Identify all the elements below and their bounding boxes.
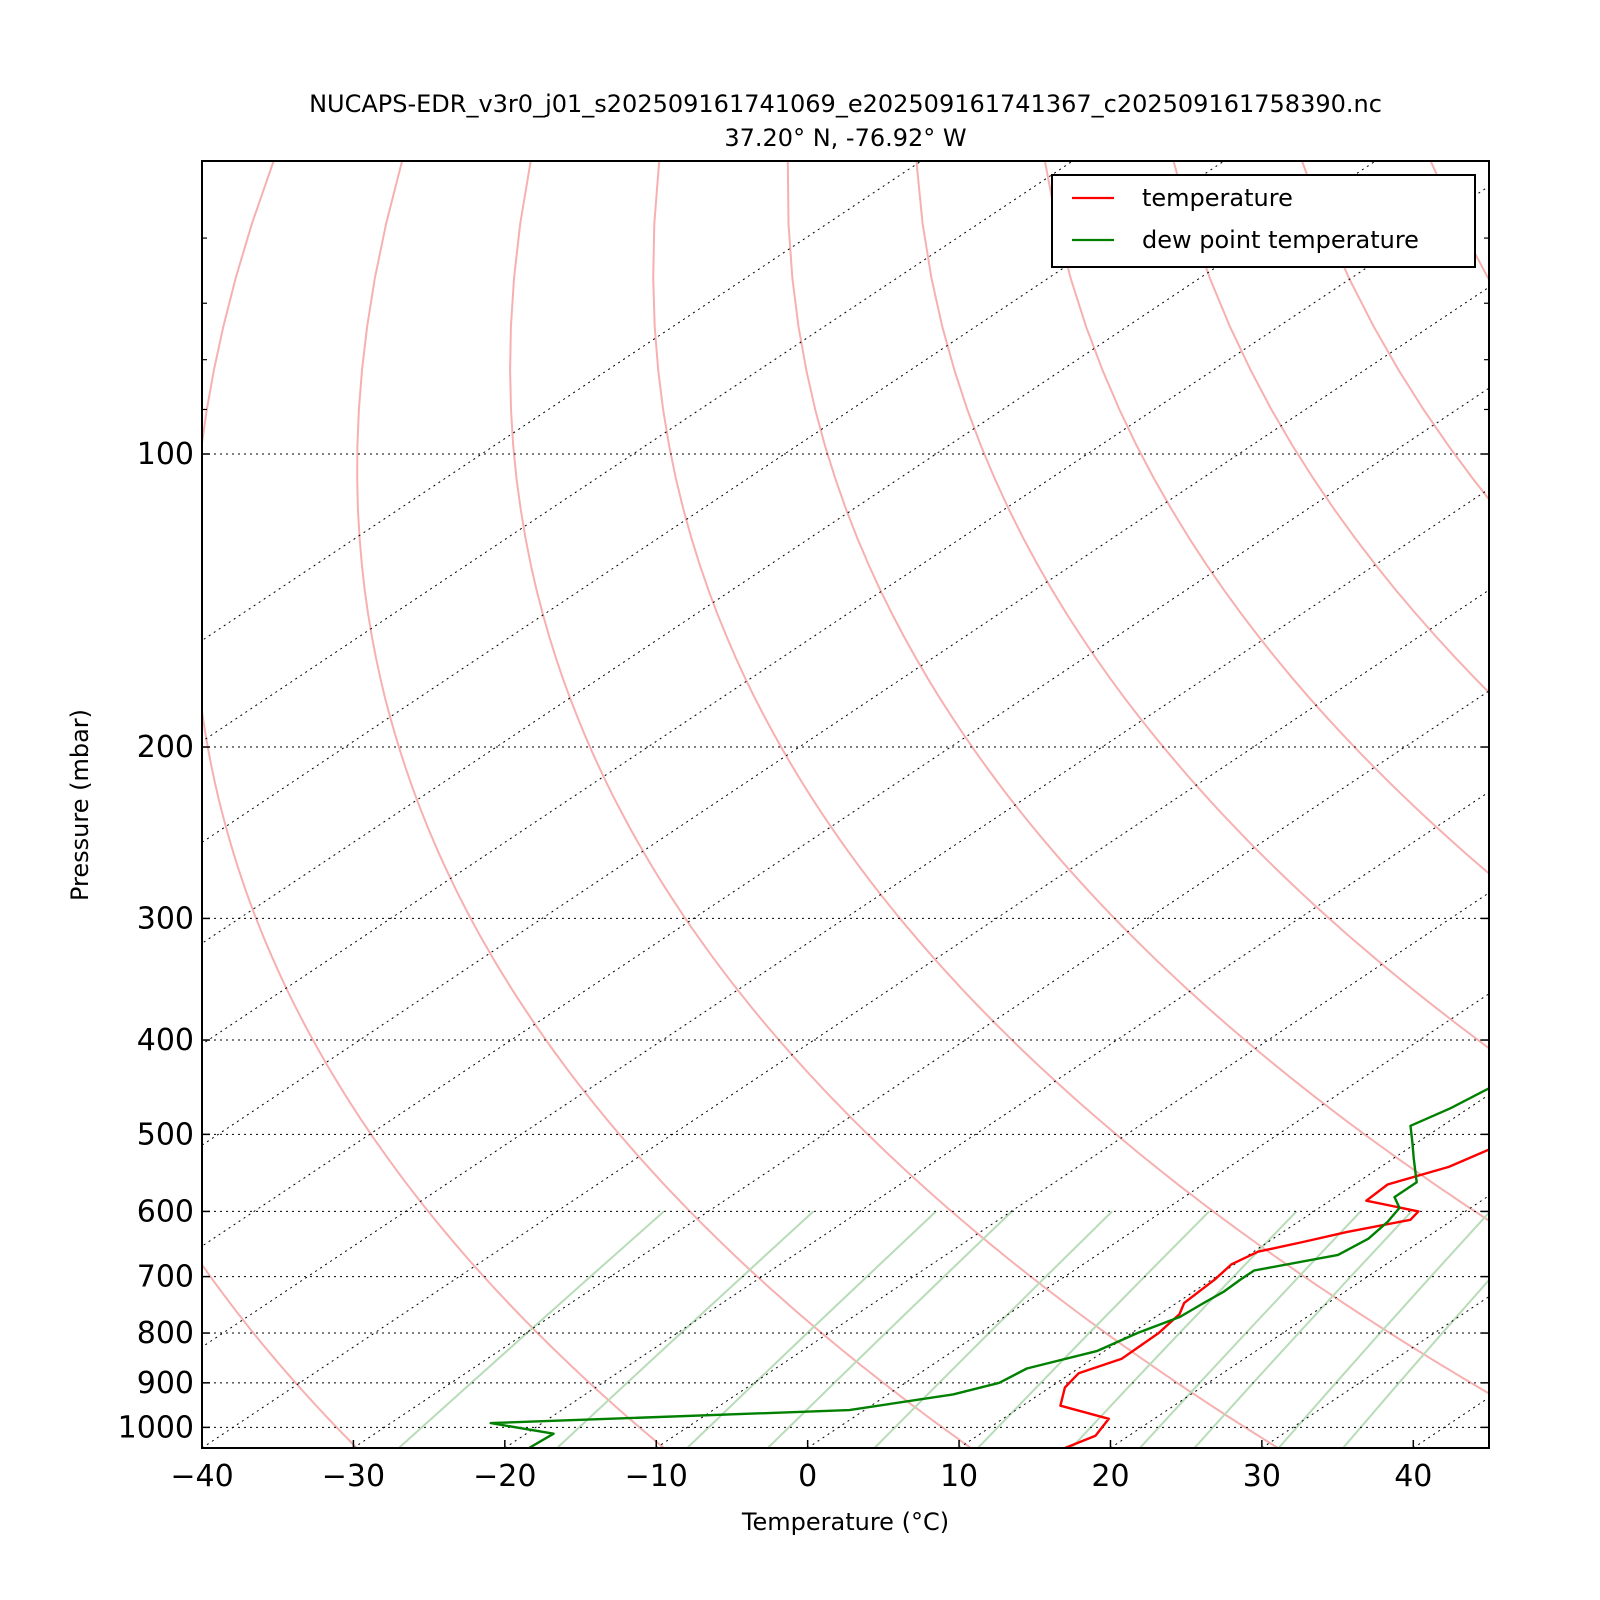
isotherm-gridline	[202, 161, 922, 642]
mixing-ratio-line	[977, 1210, 1210, 1448]
mixing-ratio-line	[767, 1210, 1013, 1448]
chart-title: NUCAPS-EDR_v3r0_j01_s202509161741069_e20…	[309, 90, 1382, 118]
y-axis-label: Pressure (mbar)	[66, 709, 94, 901]
isotherm-gridline	[1413, 1396, 1489, 1448]
isotherm-gridline	[1565, 161, 1600, 1448]
x-tick-label: −20	[473, 1459, 536, 1494]
y-tick-label: 600	[137, 1194, 194, 1229]
y-tick-label: 700	[137, 1260, 194, 1295]
dry-adiabat	[1172, 161, 1489, 695]
dry-adiabat	[915, 161, 1489, 1050]
x-tick-label: −30	[322, 1459, 385, 1494]
plot-area	[0, 161, 1600, 1448]
dry-adiabat	[1559, 161, 1600, 1448]
series-lines	[489, 1086, 1489, 1448]
isotherm-gridline	[202, 161, 1376, 944]
dry-adiabat	[356, 161, 972, 1448]
y-axis-ticks: 100 200 300 400 500 600 700 800 900 1000	[118, 237, 1489, 1445]
y-tick-label: 100	[137, 437, 194, 472]
x-axis-ticks: −40 −30 −20 −10 0 10 20 30 40	[170, 1440, 1432, 1494]
isotherm-gridline	[202, 185, 1489, 1045]
x-tick-label: 30	[1243, 1459, 1281, 1494]
dry-adiabats	[0, 161, 1600, 1448]
x-tick-label: 20	[1091, 1459, 1129, 1494]
mixing-ratio-line	[1342, 1278, 1489, 1448]
x-tick-label: −10	[625, 1459, 688, 1494]
chart-subtitle: 37.20° N, -76.92° W	[724, 124, 966, 152]
isotherm-gridline	[958, 1094, 1489, 1448]
y-tick-label: 200	[137, 730, 194, 765]
isotherm-gridline	[1261, 1295, 1489, 1448]
plot-frame	[201, 160, 1490, 1449]
y-tick-label: 800	[137, 1316, 194, 1351]
mixing-ratio-line	[686, 1210, 937, 1448]
mixing-ratio-line	[1193, 1210, 1413, 1448]
legend-label-dewpoint: dew point temperature	[1142, 226, 1419, 254]
isotherm-gridline	[202, 161, 1225, 843]
x-axis-label: Temperature (°C)	[741, 1508, 949, 1536]
isotherm-gridline	[655, 892, 1489, 1448]
isotherm-gridline	[807, 993, 1489, 1448]
isotherm-grid	[202, 161, 1600, 1448]
legend-label-temperature: temperature	[1142, 184, 1293, 212]
isotherm-gridline	[504, 791, 1489, 1448]
dry-adiabat	[786, 161, 1489, 1222]
isotherm-gridline	[202, 161, 1073, 743]
x-tick-label: 40	[1394, 1459, 1432, 1494]
dry-adiabat	[1429, 161, 1489, 282]
y-tick-label: 300	[137, 901, 194, 936]
y-tick-label: 500	[137, 1117, 194, 1152]
mixing-ratio-line	[556, 1210, 815, 1448]
x-tick-label: −40	[170, 1459, 233, 1494]
isobar-grid	[202, 453, 1489, 1428]
mixing-ratio-line	[1277, 1211, 1489, 1448]
mixing-ratio-line	[398, 1210, 665, 1448]
mixing-ratio-lines	[398, 1210, 1489, 1448]
isotherm-gridline	[202, 387, 1489, 1247]
temperature-line	[1059, 1148, 1489, 1448]
legend: temperature dew point temperature	[1051, 174, 1476, 268]
dry-adiabat	[1043, 161, 1489, 875]
y-tick-label: 1000	[118, 1410, 194, 1445]
legend-box	[1051, 174, 1476, 268]
dry-adiabat	[202, 161, 665, 1448]
x-tick-label: 0	[798, 1459, 817, 1494]
y-tick-label: 400	[137, 1023, 194, 1058]
y-tick-label: 900	[137, 1366, 194, 1401]
dry-adiabat	[0, 161, 50, 1448]
mixing-ratio-line	[1070, 1210, 1298, 1448]
dry-adiabat	[202, 1262, 358, 1448]
dewpoint-line	[489, 1086, 1489, 1448]
dry-adiabat	[652, 161, 1489, 1395]
isotherm-gridline	[1110, 1195, 1489, 1448]
isotherm-gridline	[202, 286, 1489, 1146]
x-tick-label: 10	[940, 1459, 978, 1494]
isotherm-gridline	[202, 488, 1489, 1348]
dry-adiabat	[509, 161, 1279, 1448]
